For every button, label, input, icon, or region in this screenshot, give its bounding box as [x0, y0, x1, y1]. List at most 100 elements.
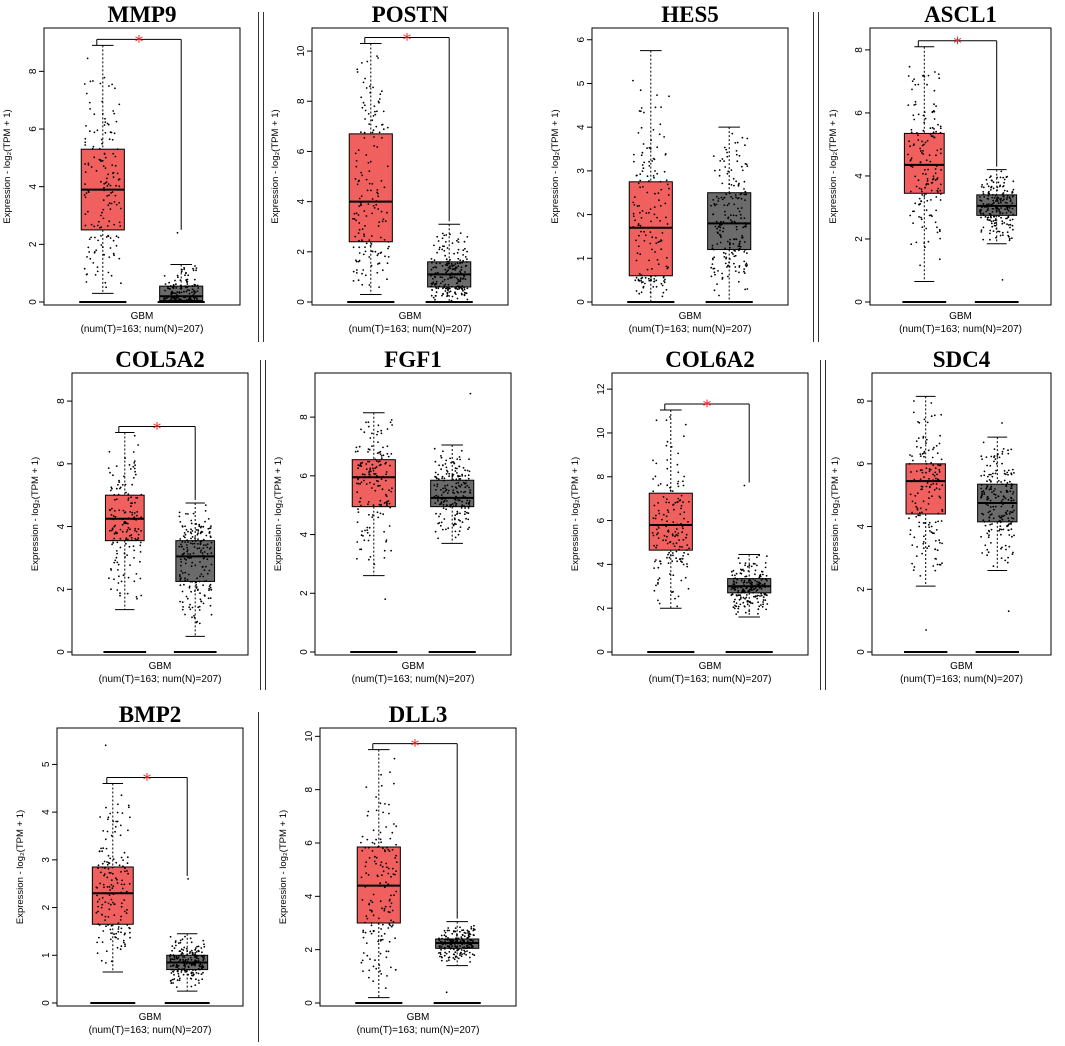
separator: [260, 360, 261, 690]
tumor-point: [670, 554, 672, 557]
tumor-point: [933, 474, 936, 477]
normal-point: [1001, 279, 1004, 281]
normal-point: [1005, 212, 1008, 214]
tumor-point: [638, 272, 641, 275]
normal-point: [983, 470, 986, 473]
tumor-point: [115, 820, 118, 823]
tumor-point: [113, 525, 116, 528]
normal-point: [734, 250, 736, 252]
tumor-point: [115, 184, 117, 187]
tumor-point: [114, 155, 117, 158]
tumor-point: [355, 212, 358, 215]
tumor-point: [359, 548, 361, 551]
tumor-point: [643, 230, 645, 233]
tumor-point: [364, 931, 367, 934]
normal-point: [196, 547, 199, 550]
normal-point: [469, 491, 472, 494]
tumor-point: [363, 431, 366, 434]
normal-point: [195, 269, 198, 272]
normal-point: [742, 226, 744, 229]
normal-point: [1011, 207, 1014, 210]
normal-point: [460, 273, 463, 276]
normal-point: [163, 298, 165, 301]
tumor-point: [926, 139, 929, 142]
normal-point: [741, 234, 743, 237]
normal-point: [175, 986, 178, 988]
tumor-point: [913, 104, 916, 106]
tumor-point: [94, 274, 97, 276]
normal-point: [994, 219, 997, 222]
tumor-point: [121, 879, 123, 882]
tumor-point: [111, 487, 113, 490]
normal-point: [438, 946, 441, 949]
normal-point: [460, 449, 463, 452]
tumor-point: [925, 442, 927, 444]
tumor-point: [668, 556, 671, 559]
normal-point: [470, 927, 473, 930]
normal-point: [448, 287, 451, 290]
normal-point: [443, 286, 446, 289]
x-axis-sublabel: (num(T)=163; num(N)=207): [899, 324, 1022, 335]
normal-point: [991, 225, 994, 228]
normal-point: [201, 978, 204, 981]
normal-point: [196, 589, 199, 591]
tumor-point: [374, 959, 376, 962]
normal-point: [452, 523, 455, 526]
tumor-point: [923, 418, 926, 421]
tumor-point: [104, 915, 107, 918]
normal-point: [720, 236, 722, 239]
normal-point: [1006, 194, 1009, 197]
normal-point: [186, 960, 189, 963]
tumor-point: [368, 846, 370, 849]
normal-point: [445, 528, 447, 531]
normal-point: [467, 528, 469, 530]
normal-point: [181, 608, 184, 611]
normal-point: [433, 244, 435, 247]
normal-point: [452, 478, 454, 481]
normal-point: [732, 214, 735, 217]
y-tick-label: 2: [56, 586, 67, 592]
tumor-point: [658, 133, 661, 136]
tumor-point: [663, 281, 666, 284]
normal-point: [436, 485, 438, 488]
tumor-point: [384, 905, 387, 908]
normal-point: [745, 594, 748, 596]
normal-point: [200, 947, 203, 949]
normal-point: [190, 985, 193, 988]
normal-point: [1005, 217, 1007, 220]
normal-point: [468, 931, 471, 933]
tumor-point: [923, 143, 925, 146]
normal-point: [738, 210, 741, 213]
normal-point: [208, 587, 211, 590]
tumor-point: [932, 473, 934, 476]
chart-title: FGF1: [384, 347, 442, 372]
tumor-point: [120, 927, 123, 930]
tumor-point: [134, 501, 136, 504]
tumor-point: [107, 271, 110, 274]
tumor-point: [361, 849, 364, 852]
normal-point: [743, 581, 746, 583]
normal-point: [457, 519, 460, 521]
normal-point: [1002, 528, 1005, 531]
normal-point: [195, 586, 198, 588]
normal-point: [431, 283, 434, 285]
normal-point: [441, 294, 443, 297]
tumor-point: [656, 94, 658, 96]
normal-point: [457, 278, 459, 281]
tumor-point: [124, 870, 126, 873]
normal-point: [713, 289, 716, 292]
tumor-point: [124, 932, 126, 935]
normal-point: [441, 276, 444, 279]
tumor-point: [127, 517, 130, 519]
normal-point: [447, 283, 450, 286]
normal-point: [464, 256, 467, 258]
tumor-point: [928, 491, 931, 493]
normal-point: [992, 199, 995, 202]
normal-point: [458, 478, 461, 480]
normal-point: [450, 285, 453, 288]
tumor-point: [672, 590, 674, 593]
tumor-point: [130, 496, 132, 499]
normal-point: [1012, 468, 1014, 471]
tumor-point: [924, 117, 927, 120]
normal-point: [1000, 547, 1002, 550]
